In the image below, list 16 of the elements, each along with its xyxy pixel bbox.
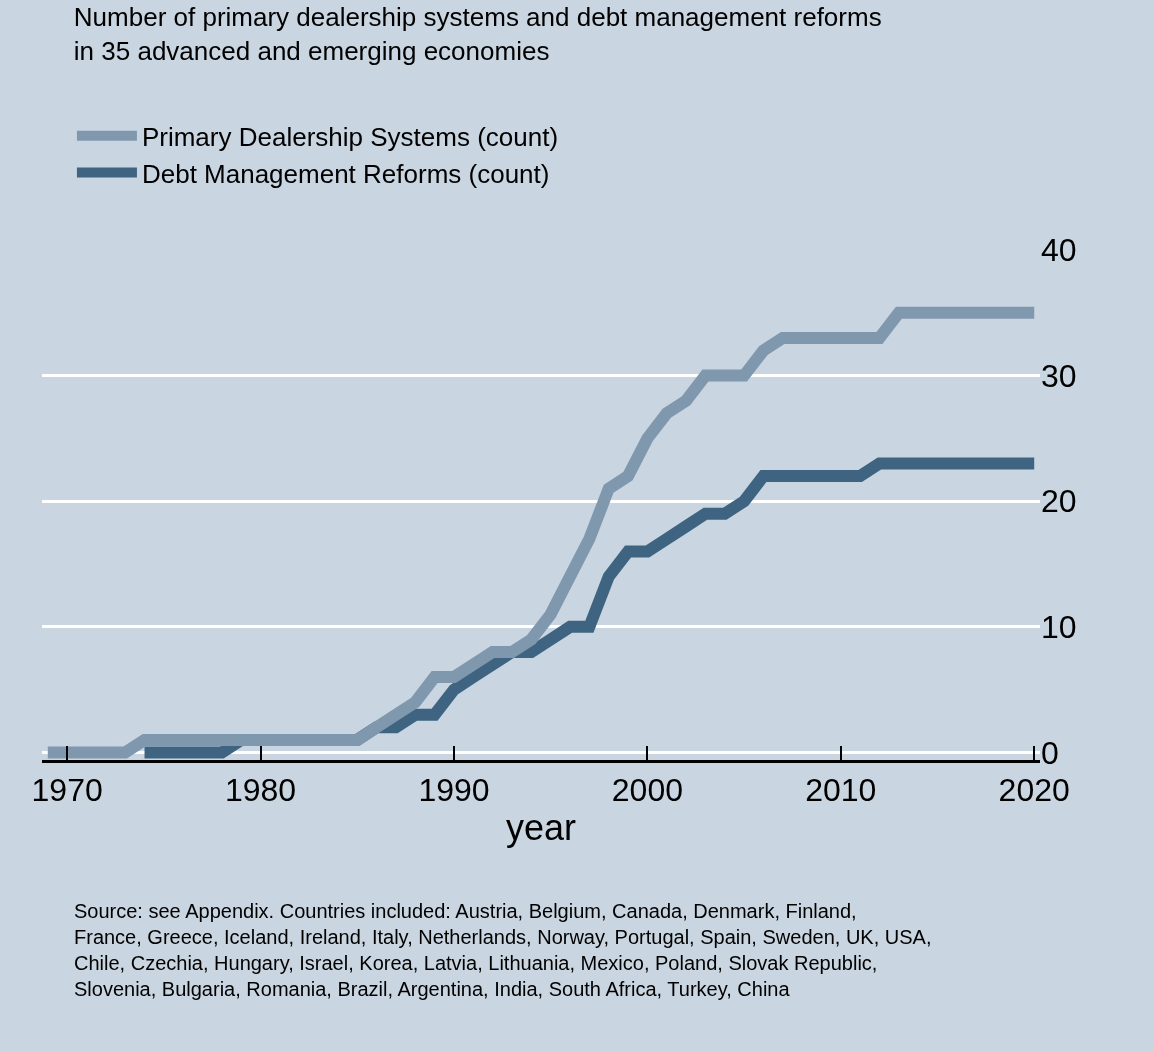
- y-tick-label: 0: [1041, 734, 1059, 771]
- x-tick-label: 1970: [31, 772, 103, 809]
- y-tick-label: 40: [1041, 232, 1077, 269]
- x-tick-label: 2020: [998, 772, 1070, 809]
- x-tick-label: 2000: [611, 772, 683, 809]
- y-tick-label: 10: [1041, 609, 1077, 646]
- source-note: Source: see Appendix. Countries included: Austria, Belgium, Canada, Denmark, Finland, France, Greece, Iceland, Ireland, Italy, Netherlands, Norway, Portugal, Spain, Sweden, UK, USA, Chile, Czechia, Hungary, Israel, Korea, Latvia, Lithuania, Mexico, Poland, Slovak Republic, Slovenia, Bulgaria, Romania, Brazil, Argentina, India, South Africa, Turkey, China: [74, 900, 932, 1000]
- legend-label: Primary Dealership Systems (count): [141, 121, 559, 152]
- chart-title: Number of primary dealership systems and debt management reforms in 35 advanced and emerging economies: [73, 2, 882, 67]
- x-tick-label: 1980: [224, 772, 297, 809]
- y-tick-label: 20: [1041, 483, 1077, 520]
- x-tick-label: 2010: [805, 772, 877, 809]
- y-tick-label: 30: [1041, 357, 1077, 394]
- x-axis-title: year: [505, 807, 577, 849]
- x-tick-label: 1990: [418, 772, 490, 809]
- legend-label: Debt Management Reforms (count): [141, 158, 550, 189]
